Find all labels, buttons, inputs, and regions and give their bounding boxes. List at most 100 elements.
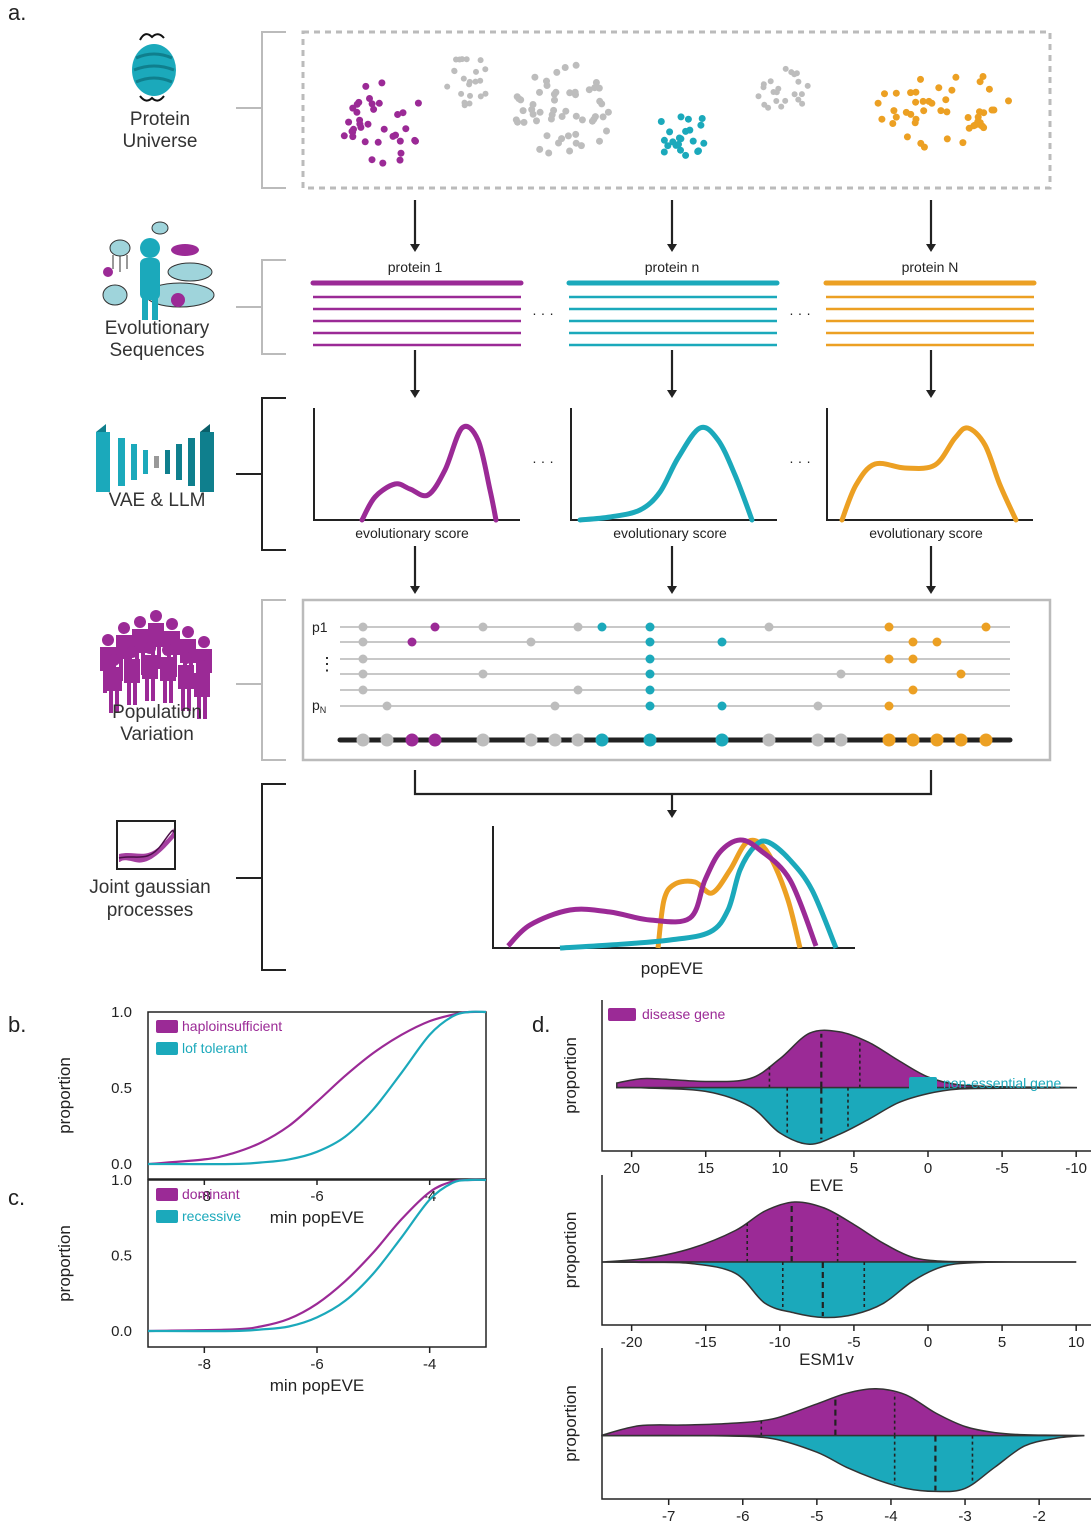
person-head (182, 626, 194, 638)
violin-half-magenta (601, 1201, 1077, 1263)
cluster-point-background (765, 104, 772, 111)
y-axis-label: proportion (561, 1037, 580, 1114)
cluster-point-background (444, 83, 451, 90)
stage-label-4-line2: Variation (120, 724, 194, 745)
person-head (134, 616, 146, 628)
person-head (196, 660, 208, 672)
cluster-point-background (473, 68, 479, 75)
y-tick-label: 1.0 (111, 1004, 132, 1021)
series-line-teal (147, 1178, 487, 1333)
cluster-point-protein-n (682, 151, 690, 159)
cluster-point-background (536, 108, 544, 116)
cluster-point-protein-N (979, 122, 987, 130)
legend-label: dominant (182, 1186, 240, 1202)
cluster-point-protein-N (917, 139, 925, 147)
cluster-point-background (461, 102, 468, 109)
score-curve (359, 423, 499, 523)
cluster-point-protein-1 (366, 95, 373, 102)
variant-dot (908, 685, 918, 695)
variant-dot (478, 669, 488, 679)
series-line-magenta (147, 1010, 487, 1166)
x-tick-label: 5 (998, 1334, 1006, 1351)
cluster-point-background (512, 116, 520, 124)
aggregate-variant-dot (476, 733, 490, 747)
variant-dot (358, 685, 368, 695)
x-tick-label: 0 (924, 1160, 932, 1177)
series-line-magenta (147, 1178, 487, 1333)
y-axis-label: proportion (561, 1212, 580, 1289)
cluster-point-background (466, 78, 473, 85)
variant-dot (358, 622, 368, 632)
cluster-point-protein-n (664, 142, 672, 150)
aggregate-variant-dot (356, 733, 370, 747)
cluster-point-protein-N (972, 121, 979, 129)
merge-bracket (413, 770, 933, 796)
person-body (194, 673, 210, 719)
cluster-point-background (566, 89, 574, 97)
cluster-point-protein-1 (412, 137, 419, 145)
variant-dot (908, 654, 918, 664)
cluster-point-background (543, 132, 551, 140)
cluster-point-protein-N (907, 89, 915, 97)
aggregate-variant-dot (524, 733, 538, 747)
cluster-point-protein-1 (379, 159, 387, 167)
cluster-point-background (531, 73, 539, 81)
stage-label-2-line1: Evolutionary (105, 318, 210, 339)
cluster-point-background (519, 107, 527, 115)
variant-dot (836, 669, 846, 679)
cluster-point-protein-1 (362, 82, 370, 90)
popeve-curve-magenta (506, 837, 819, 948)
variant-dot (908, 637, 918, 647)
cluster-point-protein-N (874, 99, 882, 107)
cluster-point-protein-N (1005, 97, 1012, 105)
stage-label-1-line2: Universe (123, 131, 198, 152)
score-axes (570, 408, 777, 521)
cluster-point-background (775, 85, 782, 92)
cluster-point-protein-N (976, 78, 984, 86)
cluster-point-protein-N (912, 98, 920, 106)
x-tick-label: -10 (1065, 1160, 1087, 1177)
arrow-universe-to-seq-0-head (410, 244, 420, 252)
y-axis-label: proportion (55, 1057, 74, 1134)
flow-arrows (410, 200, 936, 818)
cluster-point-protein-N (892, 89, 900, 97)
cluster-point-protein-1 (380, 125, 388, 133)
cluster-point-background (536, 88, 543, 96)
cluster-point-protein-1 (396, 156, 404, 164)
cluster-point-protein-n (677, 146, 684, 154)
x-tick-label: -5 (847, 1334, 860, 1351)
cluster-point-protein-N (942, 96, 950, 104)
cluster-point-background (477, 93, 484, 100)
person-body (106, 667, 122, 713)
cluster-point-protein-1 (353, 108, 361, 116)
variant-dot (407, 637, 417, 647)
protein-universe-scatter (340, 56, 1012, 167)
cluster-point-protein-1 (355, 98, 363, 106)
chart-d3: -7-6-5-4-3-2popEVEproportion (561, 1348, 1091, 1522)
cluster-point-background (536, 145, 544, 153)
variant-dot (884, 654, 894, 664)
cluster-point-protein-1 (378, 79, 386, 87)
cluster-point-background (773, 98, 780, 104)
x-tick-label: -6 (310, 1356, 323, 1373)
cluster-point-background (778, 103, 785, 110)
aggregate-variant-dot (762, 733, 776, 747)
x-tick-label: 15 (697, 1160, 714, 1177)
cluster-point-background (799, 100, 806, 107)
variant-dot (358, 669, 368, 679)
legend-swatch (156, 1042, 178, 1055)
stage-label-5-line2: processes (107, 900, 194, 921)
cluster-point-background (477, 77, 484, 84)
person-head (126, 646, 138, 658)
plot-frame (147, 1011, 487, 1180)
score-axes (313, 408, 520, 521)
cluster-point-background (572, 139, 580, 147)
cluster-point-protein-1 (374, 138, 382, 146)
cluster-point-protein-N (937, 107, 945, 115)
x-tick-label: -6 (310, 1188, 323, 1205)
aggregate-variant-dot (811, 733, 825, 747)
cluster-point-protein-1 (399, 109, 407, 117)
cluster-point-protein-N (911, 119, 919, 127)
person-head (162, 644, 174, 656)
variant-dot (932, 637, 942, 647)
